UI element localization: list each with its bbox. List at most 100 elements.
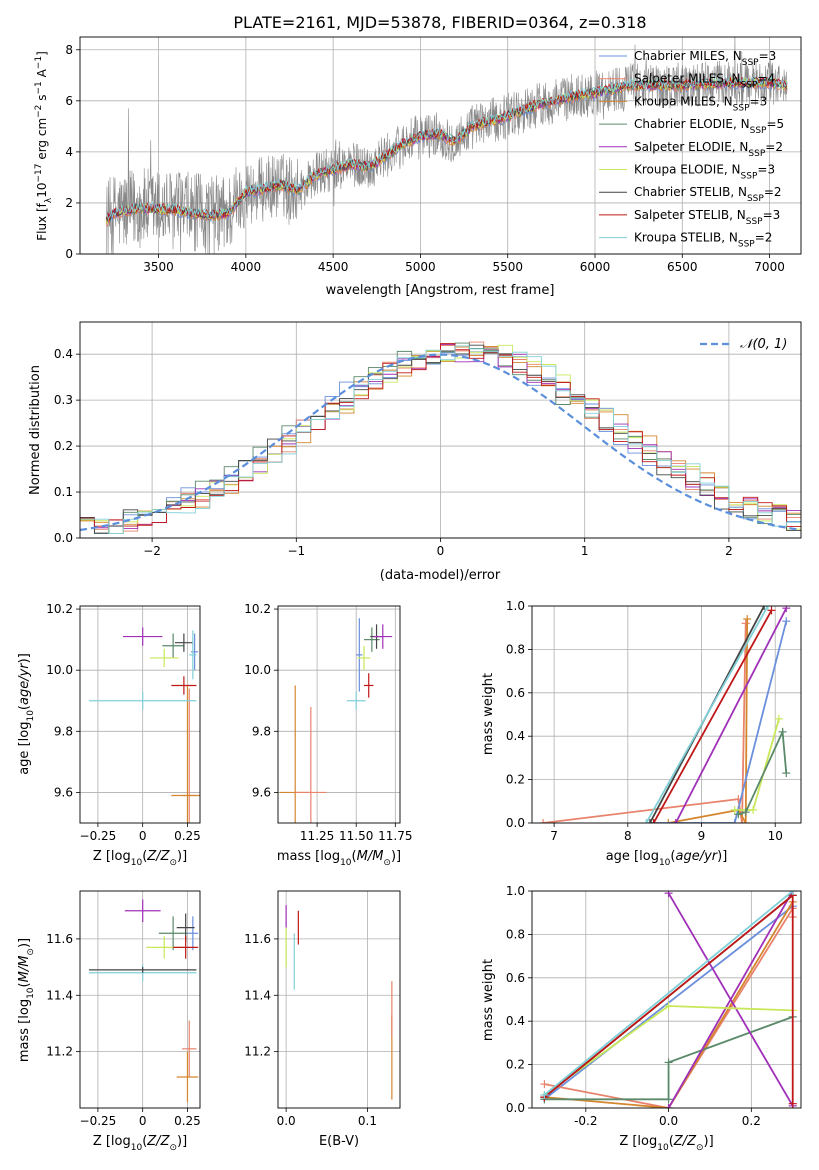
marker-plus — [642, 819, 651, 823]
y-tick-label: 9.6 — [54, 785, 73, 799]
y-tick-label: 0.4 — [506, 729, 525, 743]
x-tick-label: −0.25 — [80, 829, 117, 843]
marker-plus — [664, 1058, 673, 1067]
model-spectrum-line — [105, 75, 788, 220]
label-part: ( — [17, 705, 32, 710]
label-part: Salpeter STELIB, N — [634, 208, 746, 222]
marker-plus — [782, 769, 791, 778]
axes-frame — [531, 605, 802, 824]
label-part: M/M — [357, 849, 384, 864]
error-bar-point — [124, 899, 161, 922]
x-tick-label: −0.25 — [80, 1114, 117, 1128]
marker-plus — [778, 727, 787, 736]
x-tick-label: 0.25 — [174, 829, 201, 843]
axes-frame — [277, 605, 401, 824]
x-tick-label: 5000 — [405, 260, 436, 274]
y-tick-label: 0.4 — [506, 1014, 525, 1028]
label-part: )] — [177, 849, 187, 864]
x-tick-label: 0.1 — [358, 1114, 377, 1128]
panel-mass_vs_ebv: 0.0 0.1 11.2 11.4 11.6 E(B-V) — [244, 890, 401, 1149]
error-bar-point — [357, 645, 371, 671]
label-part: =3 — [763, 208, 781, 222]
error-bar-point — [346, 691, 366, 710]
label-part: E(B-V) — [319, 1134, 359, 1149]
legend: Chabrier MILES, NSSP=3 Salpeter MILES, NS… — [599, 49, 784, 250]
label-part: SSP — [742, 58, 759, 68]
y-tick-label: 0.4 — [54, 347, 73, 361]
label-part: SSP — [741, 172, 758, 182]
y-tick-label: 0.3 — [54, 393, 73, 407]
mass-weight-line — [544, 901, 794, 1108]
legend-label: Chabrier MILES, NSSP=3 — [634, 49, 776, 68]
plot-area — [540, 891, 797, 1108]
label-part: SSP — [748, 149, 765, 159]
error-bar-point — [174, 633, 193, 652]
legend-label: Salpeter MILES, NSSP=4 — [634, 72, 775, 91]
marker-plus — [774, 714, 783, 723]
y-axis-label: mass [log10(M/M⊙)] — [17, 938, 36, 1062]
error-bar-point — [88, 691, 197, 710]
panel-massweight_vs_Z: -0.2 0.0 0.2 0.0 0.2 0.4 0.6 0.8 1.0 Z [log10(Z/Z… — [481, 884, 802, 1153]
x-tick-label: 2 — [725, 544, 733, 558]
error-bar-point — [295, 706, 327, 823]
x-tick-label: 6500 — [667, 260, 698, 274]
x-tick-label: 6000 — [580, 260, 611, 274]
marker-plus — [741, 819, 750, 823]
error-bar-point — [162, 633, 184, 658]
label-part: Kroupa MILES, N — [634, 94, 733, 108]
y-tick-label: 9.8 — [54, 724, 73, 738]
x-tick-label: 11.50 — [339, 829, 373, 843]
ticks — [76, 353, 730, 542]
legend-label: Kroupa MILES, NSSP=3 — [634, 94, 767, 113]
x-tick-label: 11.75 — [378, 829, 412, 843]
panel-age_vs_Z: −0.25 0 0.259.69.810.010.2Z [log10(Z/Z⊙)]a… — [17, 602, 201, 868]
error-bar-point — [189, 630, 197, 680]
x-tick-label: 0 — [437, 544, 445, 558]
mass-weight-line — [649, 620, 788, 823]
label-part: Z [log — [619, 1134, 657, 1149]
label-part: Z [log — [93, 1134, 131, 1149]
label-part: SSP — [747, 194, 764, 204]
grid — [278, 891, 400, 1108]
plot-area — [88, 627, 200, 823]
plot-area — [105, 37, 788, 254]
y-tick-label: 1.0 — [506, 884, 525, 898]
marker-plus — [730, 819, 739, 823]
y-axis-label: Normed distribution — [28, 365, 43, 495]
x-tick-label: 1 — [581, 544, 589, 558]
x-axis-label: age [log10(age/yr)] — [606, 849, 728, 868]
label-part: Kroupa STELIB, N — [634, 231, 738, 245]
marker-plus — [788, 891, 797, 895]
label-part: 10 — [659, 858, 671, 868]
label-part: ( — [352, 849, 357, 864]
label-part: A — [35, 68, 49, 81]
label-part: ( — [142, 849, 147, 864]
axes-frame — [79, 605, 201, 824]
y-tick-label: 9.8 — [252, 724, 271, 738]
error-bar-point — [149, 648, 179, 668]
x-tick-label: 0.25 — [174, 1114, 201, 1128]
marker-plus — [782, 617, 791, 626]
legend-label: Salpeter STELIB, NSSP=3 — [634, 208, 780, 227]
y-tick-label: 11.2 — [46, 1045, 73, 1059]
mass-weight-line — [652, 609, 773, 823]
label-part: ⊙ — [696, 1143, 704, 1153]
label-part: ( — [669, 1134, 674, 1149]
model-spectrum-line — [105, 76, 788, 223]
error-bar-point — [176, 1051, 199, 1103]
y-tick-label: 0.0 — [506, 1101, 525, 1115]
label-part: =2 — [755, 231, 773, 245]
label-part: )] — [17, 653, 32, 663]
error-bar-point — [364, 673, 374, 698]
panel-age_vs_mass: 11.25 11.50 11.75 9.6 9.8 10.0 10.2 mass [log10… — [244, 602, 412, 868]
mass-weight-line — [667, 891, 794, 1108]
label-part: SSP — [738, 240, 755, 250]
label-part: age [log — [606, 849, 659, 864]
label-part: =4 — [757, 72, 775, 86]
mass-weight-line — [668, 619, 749, 823]
marker-plus — [539, 819, 548, 823]
x-axis-label: Z [log10(Z/Z⊙)] — [93, 849, 187, 868]
error-bar-point — [356, 618, 363, 692]
y-tick-label: 11.6 — [46, 932, 73, 946]
label-part: =5 — [766, 117, 784, 131]
